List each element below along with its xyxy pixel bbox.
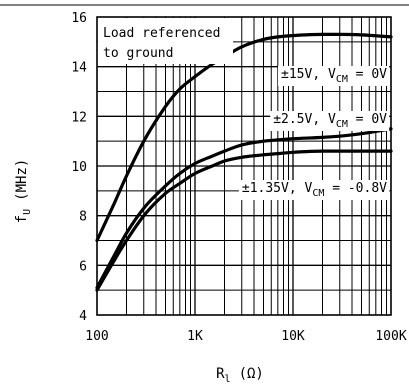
tick-labels: 100 1K 10K 100K 4 6 8 10 12 14 16 [71,11,406,344]
x-tick-label: 100 [85,329,108,344]
y-axis-title-main: f [14,215,30,223]
series-label: ±15V, VCM = 0V [281,67,387,85]
x-tick-label: 1K [187,329,203,344]
y-axis-title-unit: (MHz) [14,159,30,201]
series-label-subscript: CM [312,188,324,199]
y-axis-title: fU (MHz) [14,159,33,224]
x-axis-title-unit: (Ω) [239,366,264,382]
series-label-background [270,111,390,131]
note-line: Load referenced [103,26,220,41]
plot-frame [96,16,392,316]
grid [97,17,391,315]
series-label-rest: = 0V [348,67,387,82]
series-label-main: ±1.35V, V [242,181,313,196]
x-axis-title: Rl (Ω) [216,366,264,385]
note-line: to ground [103,46,173,61]
y-tick-label: 16 [71,11,87,26]
series-label-main: ±2.5V, V [273,112,336,127]
y-tick-label: 12 [71,110,87,125]
y-tick-label: 8 [79,210,87,225]
series-label-subscript: CM [336,74,348,85]
x-tick-label: 100K [375,329,406,344]
y-tick-label: 14 [71,61,87,76]
y-axis-title-subscript: U [22,209,33,215]
series-label-main: ±15V, V [281,67,336,82]
series-label-background [278,66,390,86]
series-line [95,127,393,290]
series-label-background [238,180,390,200]
y-tick-label: 4 [79,309,87,324]
series-line [95,149,393,292]
series-label-rest: = 0V [348,112,387,127]
series-label: ±1.35V, VCM = -0.8V [242,181,387,199]
series-label-subscript: CM [336,119,348,130]
x-tick-label: 10K [281,329,305,344]
note-background [98,18,233,64]
x-axis-title-subscript: l [225,374,231,385]
series-label-rest: = -0.8V [324,181,387,196]
x-axis-title-main: R [216,366,225,382]
y-tick-label: 6 [79,259,87,274]
y-tick-label: 10 [71,160,87,175]
series-label: ±2.5V, VCM = 0V [273,112,387,130]
